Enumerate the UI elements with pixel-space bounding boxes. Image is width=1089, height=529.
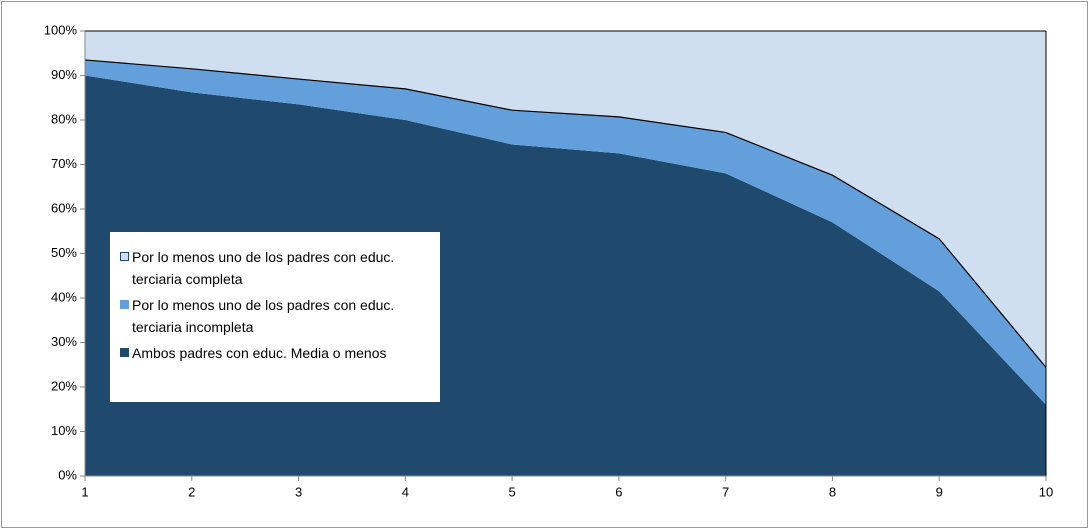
x-tick-label: 6 (615, 484, 622, 499)
y-tick-label: 70% (51, 156, 77, 171)
x-tick-label: 5 (508, 484, 515, 499)
legend-label: Por lo menos uno de los padres con educ.… (132, 249, 395, 287)
legend-label: Por lo menos uno de los padres con educ.… (132, 297, 395, 335)
y-tick-label: 30% (51, 334, 77, 349)
y-tick-label: 80% (51, 111, 77, 126)
x-tick-label: 10 (1039, 484, 1053, 499)
x-tick-label: 8 (829, 484, 836, 499)
y-tick-label: 0% (58, 467, 77, 482)
y-tick-label: 40% (51, 289, 77, 304)
legend-swatch (120, 252, 129, 261)
y-tick-label: 10% (51, 423, 77, 438)
x-tick-label: 7 (722, 484, 729, 499)
legend-label: Ambos padres con educ. Media o menos (132, 345, 387, 361)
x-tick-label: 1 (81, 484, 88, 499)
y-tick-label: 20% (51, 378, 77, 393)
x-tick-label: 4 (402, 484, 409, 499)
y-tick-label: 100% (44, 22, 78, 37)
x-tick-label: 9 (936, 484, 943, 499)
area (85, 59, 1046, 405)
y-tick-label: 90% (51, 67, 77, 82)
legend-item: Por lo menos uno de los padres con educ.… (120, 246, 434, 290)
y-tick-label: 50% (51, 245, 77, 260)
x-tick-label: 2 (188, 484, 195, 499)
legend-swatch (120, 300, 129, 309)
x-tick-label: 3 (295, 484, 302, 499)
legend-item: Por lo menos uno de los padres con educ.… (120, 294, 434, 338)
legend-item: Ambos padres con educ. Media o menos (120, 342, 434, 364)
area (85, 31, 1046, 368)
legend-swatch (120, 348, 129, 357)
y-tick-label: 60% (51, 200, 77, 215)
boundary-line (84, 59, 1047, 368)
legend: Por lo menos uno de los padres con educ.… (110, 232, 440, 402)
